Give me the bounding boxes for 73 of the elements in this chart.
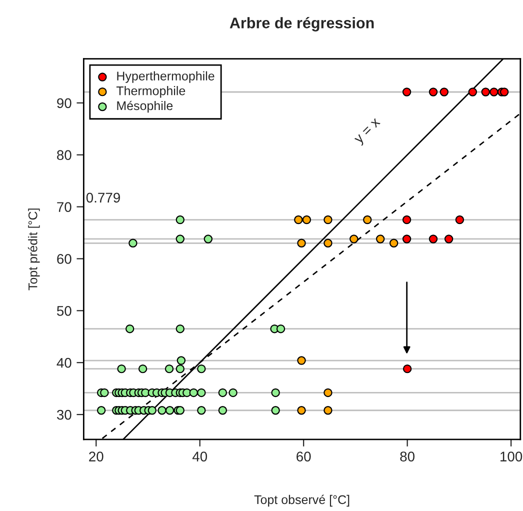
point: [276, 324, 286, 334]
point: [490, 88, 498, 96]
point: [176, 406, 185, 415]
point: [324, 406, 332, 415]
legend-label: Thermophile: [116, 86, 186, 98]
point: [189, 388, 198, 398]
point: [218, 388, 228, 398]
point: [197, 406, 206, 415]
point: [204, 234, 213, 244]
annotation: y = x: [354, 118, 383, 146]
y-tick-label: 50: [56, 306, 72, 316]
point: [197, 388, 206, 398]
legend-label: Hyperthermophile: [117, 71, 214, 83]
annotation: 0.779: [86, 192, 120, 203]
point: [402, 88, 412, 96]
point: [481, 88, 490, 96]
point: [158, 406, 166, 415]
y-tick-label: 60: [57, 254, 72, 264]
point: [468, 88, 478, 96]
point: [176, 356, 186, 365]
point: [271, 406, 280, 415]
point: [297, 238, 306, 248]
x-tick-label: 100: [500, 452, 522, 462]
x-axis-title: Topt observé [°C]: [254, 494, 350, 507]
point: [100, 388, 109, 398]
point: [164, 364, 174, 374]
y-tick-label: 40: [56, 358, 72, 368]
point: [176, 364, 185, 374]
point: [500, 88, 509, 96]
point: [125, 324, 134, 334]
y-tick-label: 80: [57, 150, 72, 160]
point: [428, 234, 438, 244]
point: [324, 388, 332, 398]
point: [297, 356, 306, 365]
point: [176, 215, 185, 224]
point: [402, 234, 412, 244]
point: [440, 88, 448, 96]
point: [402, 364, 412, 374]
y-tick-label: 70: [57, 202, 72, 212]
x-tick-label: 60: [296, 452, 311, 462]
point: [271, 388, 280, 398]
point: [363, 215, 372, 224]
point: [128, 238, 138, 248]
point: [218, 406, 228, 415]
point: [297, 406, 306, 415]
point: [376, 234, 385, 244]
x-tick-label: 20: [89, 452, 104, 462]
point: [350, 234, 358, 244]
point: [138, 364, 148, 374]
point: [117, 364, 126, 374]
point: [148, 406, 156, 415]
y-axis-title: Topt prédit [°C]: [28, 208, 40, 290]
point: [324, 238, 332, 248]
point: [389, 238, 398, 248]
x-tick-label: 80: [400, 452, 414, 462]
chart-title: Arbre de régression: [230, 17, 374, 32]
point: [302, 215, 312, 224]
point: [294, 215, 303, 224]
point: [176, 324, 185, 334]
y-tick-label: 90: [57, 98, 72, 108]
point: [197, 364, 206, 374]
point: [228, 388, 238, 398]
point: [428, 88, 438, 96]
point: [165, 406, 174, 415]
point: [444, 234, 454, 244]
x-tick-label: 40: [192, 452, 208, 462]
point: [176, 234, 185, 244]
point: [324, 215, 332, 224]
point: [455, 215, 464, 224]
y-tick-label: 30: [56, 410, 72, 420]
point: [402, 215, 412, 224]
legend-label: Mésophile: [117, 100, 173, 113]
point: [96, 406, 106, 415]
